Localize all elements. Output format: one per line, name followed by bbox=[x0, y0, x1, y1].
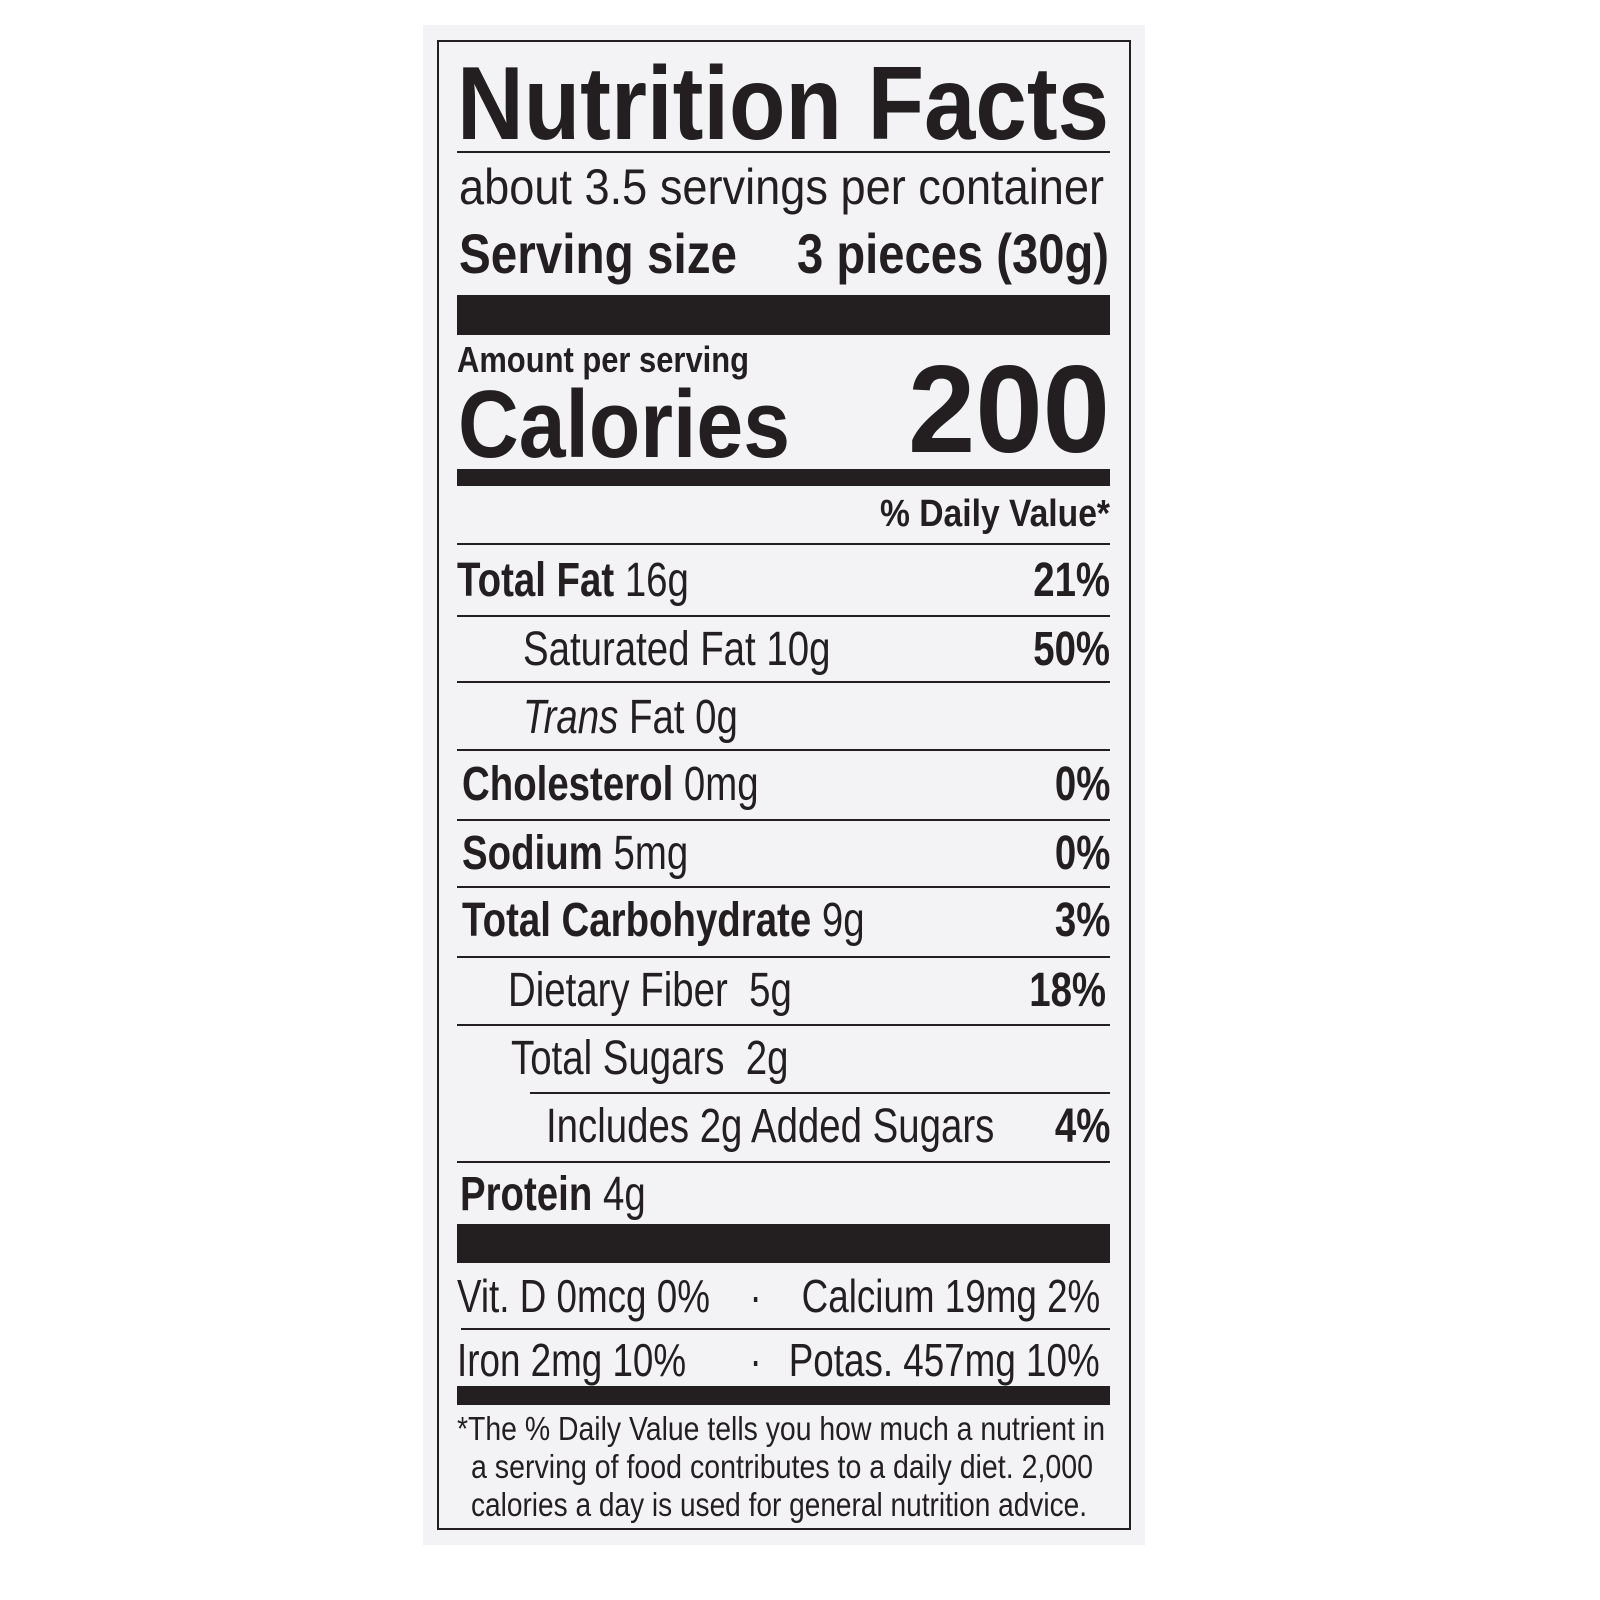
nutrient-name: Includes 2g Added Sugars bbox=[546, 1100, 995, 1153]
micronutrient-left: Vit. D 0mcg 0% bbox=[457, 1270, 710, 1322]
medium-divider bbox=[457, 1386, 1110, 1405]
daily-value-header: % Daily Value* bbox=[880, 493, 1110, 535]
nutrient-dv: 3% bbox=[1054, 894, 1111, 947]
divider bbox=[457, 543, 1110, 545]
divider bbox=[530, 1092, 1110, 1094]
serving-size-label: Serving size bbox=[459, 222, 737, 285]
nutrient-row-cholesterol: Cholesterol 0mg 0% bbox=[462, 757, 1110, 811]
servings-per-container: about 3.5 servings per container bbox=[459, 159, 1104, 215]
nutrient-row-trans-fat: Trans Fat 0g bbox=[523, 690, 1110, 744]
nutrient-row-total-fat: Total Fat 16g 21% bbox=[457, 553, 1110, 607]
nutrient-amount: 5mg bbox=[613, 827, 689, 880]
serving-size-value: 3 pieces (30g) bbox=[797, 222, 1109, 285]
nutrient-row-added-sugars: Includes 2g Added Sugars 4% bbox=[546, 1099, 1110, 1153]
nutrient-amount: 0g bbox=[695, 691, 738, 744]
micronutrient-left: Iron 2mg 10% bbox=[457, 1334, 687, 1386]
nutrient-amount: 4g bbox=[602, 1168, 646, 1221]
nutrient-amount: 5g bbox=[749, 964, 792, 1017]
nutrient-amount: 16g bbox=[624, 554, 689, 607]
nutrient-row-sodium: Sodium 5mg 0% bbox=[462, 826, 1110, 880]
nutrient-dv: 21% bbox=[1033, 554, 1110, 607]
calories-label: Calories bbox=[458, 371, 790, 478]
divider bbox=[457, 749, 1110, 751]
divider bbox=[457, 886, 1110, 888]
nutrient-name: Cholesterol bbox=[462, 758, 674, 811]
nutrient-row-saturated-fat: Saturated Fat 10g 50% bbox=[523, 622, 1110, 676]
label-background bbox=[423, 25, 1145, 1545]
divider bbox=[457, 956, 1110, 958]
micronutrient-row: Vit. D 0mcg 0% · Calcium 19mg 2% bbox=[457, 1269, 1110, 1323]
micronutrient-right: Potas. 457mg 10% bbox=[789, 1334, 1100, 1386]
nutrient-row-total-sugars: Total Sugars 2g bbox=[511, 1031, 1110, 1085]
nutrient-name: Fat bbox=[628, 691, 685, 744]
nutrient-name: Total Fat bbox=[457, 554, 615, 607]
micronutrient-right: Calcium 19mg 2% bbox=[801, 1270, 1100, 1322]
label-title: Nutrition Facts bbox=[457, 46, 1109, 162]
nutrient-row-protein: Protein 4g bbox=[460, 1167, 1110, 1221]
calories-value: 200 bbox=[908, 341, 1110, 479]
label-border bbox=[437, 40, 1131, 1530]
nutrient-amount: 2g bbox=[745, 1032, 789, 1085]
nutrient-amount: 0mg bbox=[683, 758, 759, 811]
amount-per-serving: Amount per serving bbox=[457, 339, 749, 380]
nutrient-dv: 18% bbox=[1029, 964, 1106, 1017]
micronutrient-separator: · bbox=[749, 1334, 762, 1386]
nutrient-amount: 10g bbox=[766, 623, 831, 676]
footnote-line: *The % Daily Value tells you how much a … bbox=[457, 1410, 1105, 1447]
nutrient-dv: 50% bbox=[1033, 623, 1110, 676]
divider bbox=[457, 151, 1110, 153]
nutrition-label: Nutrition Facts bbox=[457, 52, 1191, 156]
thick-divider bbox=[457, 295, 1110, 335]
nutrient-name: Total Carbohydrate bbox=[462, 894, 812, 947]
divider bbox=[457, 681, 1110, 683]
footnote-line: calories a day is used for general nutri… bbox=[471, 1486, 1087, 1523]
nutrient-amount: 9g bbox=[821, 894, 865, 947]
micronutrient-row: Iron 2mg 10% · Potas. 457mg 10% bbox=[457, 1333, 1110, 1387]
divider bbox=[457, 1024, 1110, 1026]
divider bbox=[457, 1161, 1110, 1163]
nutrient-dv: 4% bbox=[1054, 1100, 1111, 1153]
micronutrient-separator: · bbox=[749, 1270, 762, 1322]
nutrient-row-total-carbohydrate: Total Carbohydrate 9g 3% bbox=[462, 893, 1110, 947]
footnote-line: a serving of food contributes to a daily… bbox=[471, 1448, 1093, 1485]
medium-divider bbox=[457, 469, 1110, 486]
nutrient-name: Saturated Fat bbox=[523, 623, 756, 676]
nutrient-name: Sodium bbox=[462, 827, 603, 880]
divider bbox=[457, 819, 1110, 821]
nutrient-name: Dietary Fiber bbox=[508, 964, 728, 1017]
nutrient-name-italic: Trans bbox=[523, 691, 619, 744]
nutrient-row-dietary-fiber: Dietary Fiber 5g 18% bbox=[508, 963, 1106, 1017]
divider bbox=[457, 615, 1110, 617]
nutrient-dv: 0% bbox=[1054, 758, 1111, 811]
nutrient-name: Total Sugars bbox=[511, 1032, 725, 1085]
nutrient-name: Protein bbox=[460, 1168, 593, 1221]
nutrient-dv: 0% bbox=[1054, 827, 1111, 880]
thick-divider bbox=[457, 1224, 1110, 1263]
divider bbox=[461, 1328, 1110, 1330]
